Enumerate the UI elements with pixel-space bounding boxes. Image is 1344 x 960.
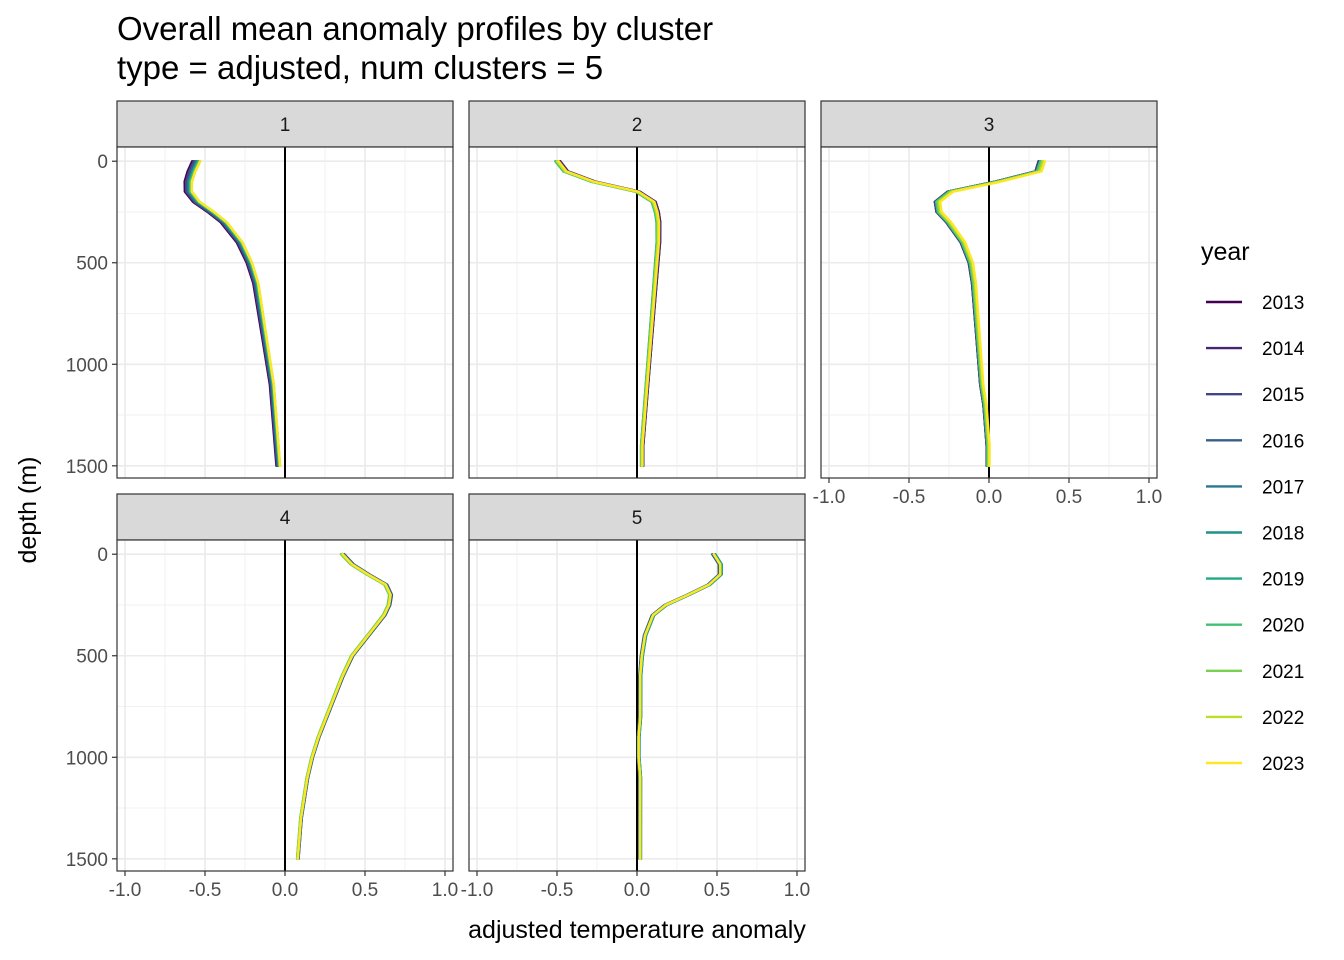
legend-label: 2020 <box>1262 616 1304 637</box>
legend-item-2023: 2023 <box>1206 754 1304 775</box>
x-tick-label: 1.0 <box>784 880 810 901</box>
facet-panel-3: 3 -1.0 -0.5 0.0 0.5 1.0 <box>813 100 1162 508</box>
x-tick-label: -0.5 <box>189 880 222 901</box>
legend: year 2013 2014 2015 2016 2017 2018 2019 2020 202… <box>1201 238 1305 775</box>
x-tick-label: 0.5 <box>352 880 378 901</box>
legend-item-2016: 2016 <box>1206 431 1304 452</box>
legend-label: 2017 <box>1262 477 1304 498</box>
y-tick-label: 500 <box>76 254 108 275</box>
facet-panel-4: 4 0 500 1000 1500-1.0 -0.5 0.0 0.5 1.0 <box>66 493 458 901</box>
x-tick-label: 0.5 <box>704 880 730 901</box>
facet-strip-label: 2 <box>632 115 643 136</box>
y-tick-label: 500 <box>76 647 108 668</box>
x-tick-label: 1.0 <box>432 880 458 901</box>
x-tick-label: 0.0 <box>976 487 1002 508</box>
legend-item-2019: 2019 <box>1206 570 1304 591</box>
x-axis-title: adjusted temperature anomaly <box>468 916 806 944</box>
legend-label: 2016 <box>1262 431 1304 452</box>
facet-panel-1: 1 0 500 1000 1500 <box>66 100 454 479</box>
legend-label: 2019 <box>1262 570 1304 591</box>
x-tick-label: 0.0 <box>272 880 298 901</box>
y-tick-label: 0 <box>97 152 108 173</box>
legend-item-2014: 2014 <box>1206 339 1305 360</box>
facet-strip-label: 3 <box>984 115 995 136</box>
x-tick-label: 1.0 <box>1136 487 1162 508</box>
facet-strip-label: 4 <box>280 508 291 529</box>
facet-strip <box>468 493 806 541</box>
legend-label: 2014 <box>1262 339 1305 360</box>
panel-border <box>468 146 806 479</box>
profile-line-2023 <box>938 160 1047 468</box>
y-tick-label: 1000 <box>66 355 108 376</box>
x-tick-label: -0.5 <box>893 487 926 508</box>
legend-item-2013: 2013 <box>1206 293 1304 314</box>
legend-label: 2013 <box>1262 293 1304 314</box>
legend-item-2015: 2015 <box>1206 385 1304 406</box>
legend-label: 2022 <box>1262 708 1304 729</box>
facet-strip <box>820 100 1158 148</box>
legend-label: 2015 <box>1262 385 1304 406</box>
facet-panel-5: 5 -1.0 -0.5 0.0 0.5 1.0 <box>461 493 810 901</box>
facets-layer: 1 0 500 1000 1500 2 3 -1.0 -0.5 0.0 0.5 1.0 4 0 500 100… <box>66 100 1162 901</box>
profile-line-2023 <box>296 553 392 861</box>
y-tick-label: 0 <box>97 545 108 566</box>
legend-item-2018: 2018 <box>1206 524 1304 545</box>
chart-subtitle: type = adjusted, num clusters = 5 <box>117 49 603 86</box>
x-tick-label: -1.0 <box>813 487 846 508</box>
legend-label: 2023 <box>1262 754 1304 775</box>
chart-title: Overall mean anomaly profiles by cluster <box>117 10 713 47</box>
y-axis-title: depth (m) <box>14 457 42 564</box>
x-tick-label: 0.5 <box>1056 487 1082 508</box>
panel-border <box>116 146 454 479</box>
y-tick-label: 1500 <box>66 457 108 478</box>
x-tick-label: -1.0 <box>109 880 142 901</box>
y-tick-label: 1500 <box>66 850 108 871</box>
x-tick-label: 0.0 <box>624 880 650 901</box>
x-tick-label: -1.0 <box>461 880 494 901</box>
y-tick-label: 1000 <box>66 748 108 769</box>
profile-line-2023 <box>637 553 722 861</box>
facet-strip-label: 5 <box>632 508 643 529</box>
facet-panel-2: 2 <box>468 100 806 479</box>
facet-strip-label: 1 <box>280 115 291 136</box>
profile-line-2023 <box>190 160 282 468</box>
facet-strip <box>116 100 454 148</box>
legend-label: 2018 <box>1262 524 1304 545</box>
legend-label: 2021 <box>1262 662 1304 683</box>
profile-line-2023 <box>557 160 661 468</box>
legend-title: year <box>1201 238 1250 266</box>
legend-item-2020: 2020 <box>1206 616 1304 637</box>
legend-item-2022: 2022 <box>1206 708 1304 729</box>
x-tick-label: -0.5 <box>541 880 574 901</box>
legend-item-2017: 2017 <box>1206 477 1304 498</box>
legend-item-2021: 2021 <box>1206 662 1304 683</box>
